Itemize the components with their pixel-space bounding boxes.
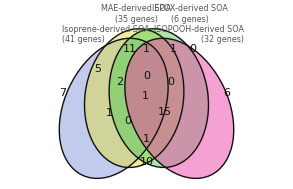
Text: 15: 15 (158, 107, 172, 117)
Text: 0: 0 (168, 77, 175, 87)
Text: 0: 0 (125, 116, 132, 126)
Text: 10: 10 (139, 157, 154, 167)
Ellipse shape (125, 38, 234, 178)
Text: 1: 1 (143, 44, 150, 54)
Text: 6: 6 (223, 88, 230, 98)
Text: 5: 5 (94, 64, 101, 74)
Text: IEPOX-derived SOA
(6 genes): IEPOX-derived SOA (6 genes) (151, 4, 227, 24)
Text: ISOPOOH-derived SOA
(32 genes): ISOPOOH-derived SOA (32 genes) (154, 25, 244, 44)
Ellipse shape (109, 29, 209, 167)
Text: 1: 1 (143, 134, 150, 144)
Ellipse shape (59, 38, 168, 178)
Text: 1: 1 (142, 91, 149, 101)
Text: MAE-derived SOA
(35 genes): MAE-derived SOA (35 genes) (101, 4, 171, 24)
Text: 1: 1 (170, 44, 177, 54)
Text: 0: 0 (143, 70, 150, 81)
Text: 2: 2 (116, 77, 123, 87)
Text: Isoprene-derived SOA
(41 genes): Isoprene-derived SOA (41 genes) (62, 25, 150, 44)
Ellipse shape (84, 29, 184, 167)
Text: 1: 1 (106, 108, 113, 119)
Text: 0: 0 (189, 44, 196, 54)
Text: 7: 7 (59, 88, 66, 98)
Text: 11: 11 (123, 44, 137, 54)
